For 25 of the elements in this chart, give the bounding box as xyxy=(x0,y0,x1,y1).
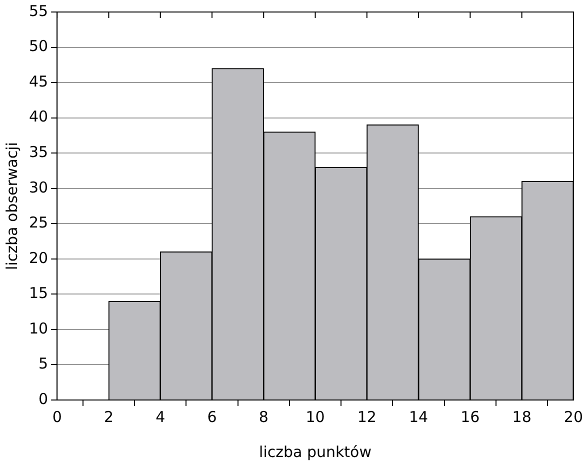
x-axis-title: liczba punktów xyxy=(259,442,372,461)
x-tick-label: 4 xyxy=(156,408,166,426)
x-tick-label: 0 xyxy=(52,408,62,426)
x-tick-label: 10 xyxy=(306,408,325,426)
x-tick-label: 12 xyxy=(357,408,376,426)
y-tick-label: 15 xyxy=(28,284,48,302)
y-tick-label: 40 xyxy=(28,108,48,126)
x-tick-label: 14 xyxy=(409,408,428,426)
x-tick-label: 8 xyxy=(258,408,268,426)
y-tick-label: 35 xyxy=(28,142,48,161)
y-tick-label: 10 xyxy=(28,319,48,338)
y-tick-label: 55 xyxy=(28,2,48,20)
y-tick-label: 0 xyxy=(38,390,48,408)
y-tick-label: 45 xyxy=(28,72,48,90)
x-tick-label: 18 xyxy=(512,408,532,426)
y-tick-label: 25 xyxy=(28,214,48,232)
y-axis-title: liczba obserwacji xyxy=(2,142,21,270)
x-tick-label: 6 xyxy=(207,408,217,426)
x-tick-label: 20 xyxy=(564,408,584,426)
y-tick-label: 20 xyxy=(28,248,48,267)
x-tick-label: 16 xyxy=(460,408,480,426)
x-tick-label: 2 xyxy=(104,408,114,426)
y-tick-label: 30 xyxy=(28,178,48,196)
y-tick-label: 50 xyxy=(28,37,48,56)
y-tick-label: 5 xyxy=(38,354,48,373)
